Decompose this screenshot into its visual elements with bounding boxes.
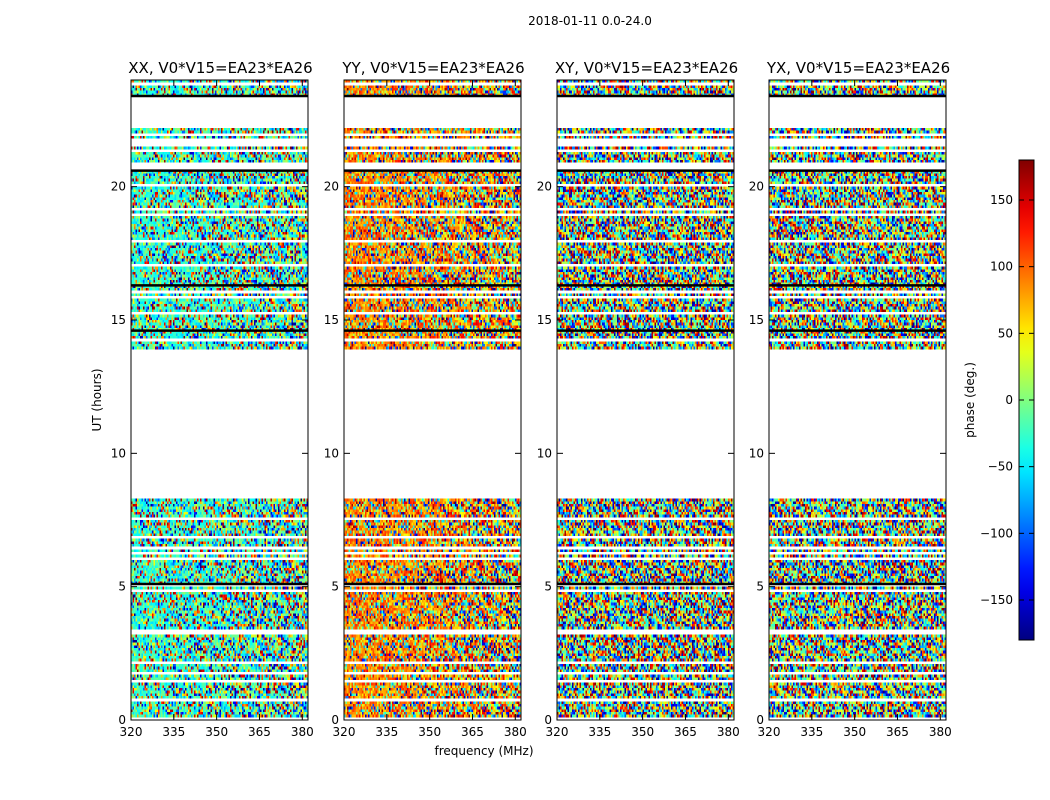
y-tick-label: 10: [749, 446, 764, 460]
colorbar-tick-label: −50: [988, 460, 1013, 474]
heatmap-image: [344, 80, 521, 720]
y-tick-label: 15: [324, 313, 339, 327]
panel-3: XY, V0*V15=EA23*EA26 320 335 350 365 380 0 5 10 1…: [537, 59, 740, 739]
x-tick-label: 320: [546, 725, 569, 739]
x-tick-label: 320: [333, 725, 356, 739]
y-tick-label: 0: [544, 713, 552, 727]
y-axis-label: UT (hours): [90, 368, 104, 431]
y-tick-label: 5: [756, 580, 764, 594]
y-tick-label: 20: [324, 180, 339, 194]
heatmap-image: [769, 80, 946, 720]
x-tick-label: 335: [588, 725, 611, 739]
colorbar-tick-label: 100: [990, 260, 1013, 274]
y-tick-label: 15: [749, 313, 764, 327]
x-tick-label: 335: [375, 725, 398, 739]
x-tick-label: 380: [291, 725, 314, 739]
panel-frame: [556, 79, 735, 721]
x-tick-label: 365: [886, 725, 909, 739]
panel-title: XX, V0*V15=EA23*EA26: [128, 59, 312, 77]
colorbar-tick-label: −100: [980, 526, 1013, 540]
x-tick-label: 350: [631, 725, 654, 739]
y-tick-label: 5: [331, 580, 339, 594]
x-tick-label: 380: [929, 725, 952, 739]
heatmap-image: [557, 80, 734, 720]
x-tick-label: 365: [461, 725, 484, 739]
y-tick-label: 20: [111, 180, 126, 194]
y-tick-label: 5: [118, 580, 126, 594]
panel-frame: [130, 79, 309, 721]
y-tick-label: 10: [111, 446, 126, 460]
panel-1: XX, V0*V15=EA23*EA26 320 335 350 365 380 0 5 10 1…: [111, 59, 314, 739]
y-tick-label: 15: [537, 313, 552, 327]
panel-4: YX, V0*V15=EA23*EA26 320 335 350 365 380 0 5 10 1…: [749, 59, 952, 739]
x-tick-label: 320: [120, 725, 143, 739]
panel-title: XY, V0*V15=EA23*EA26: [555, 59, 738, 77]
panel-2: YY, V0*V15=EA23*EA26 320 335 350 365 380 0 5 10 1…: [324, 59, 527, 739]
colorbar: −150 −100 −50 0 50 100 150: [980, 159, 1035, 641]
y-tick-label: 0: [756, 713, 764, 727]
figure-title: 2018-01-11 0.0-24.0: [528, 14, 652, 28]
x-axis-label: frequency (MHz): [434, 744, 533, 758]
x-tick-label: 365: [674, 725, 697, 739]
panel-frame: [343, 79, 522, 721]
y-tick-label: 20: [749, 180, 764, 194]
colorbar-tick-label: 150: [990, 193, 1013, 207]
x-tick-label: 350: [418, 725, 441, 739]
x-tick-label: 350: [843, 725, 866, 739]
x-tick-label: 380: [504, 725, 527, 739]
panels-group: XX, V0*V15=EA23*EA26 320 335 350 365 380 0 5 10 1…: [111, 59, 952, 739]
x-tick-label: 365: [248, 725, 271, 739]
y-tick-label: 10: [537, 446, 552, 460]
x-tick-label: 335: [800, 725, 823, 739]
panel-title: YY, V0*V15=EA23*EA26: [341, 59, 524, 77]
heatmap-image: [131, 80, 308, 720]
colorbar-tick-label: 0: [1005, 393, 1013, 407]
y-tick-label: 10: [324, 446, 339, 460]
y-tick-label: 20: [537, 180, 552, 194]
y-tick-label: 5: [544, 580, 552, 594]
x-tick-label: 380: [717, 725, 740, 739]
y-tick-label: 0: [118, 713, 126, 727]
x-tick-label: 350: [205, 725, 228, 739]
x-tick-label: 320: [758, 725, 781, 739]
colorbar-tick-label: 50: [998, 326, 1013, 340]
panel-title: YX, V0*V15=EA23*EA26: [766, 59, 950, 77]
y-tick-label: 15: [111, 313, 126, 327]
colorbar-tick-label: −150: [980, 593, 1013, 607]
x-tick-label: 335: [162, 725, 185, 739]
colorbar-label: phase (deg.): [963, 362, 977, 438]
panel-frame: [768, 79, 947, 721]
y-tick-label: 0: [331, 713, 339, 727]
